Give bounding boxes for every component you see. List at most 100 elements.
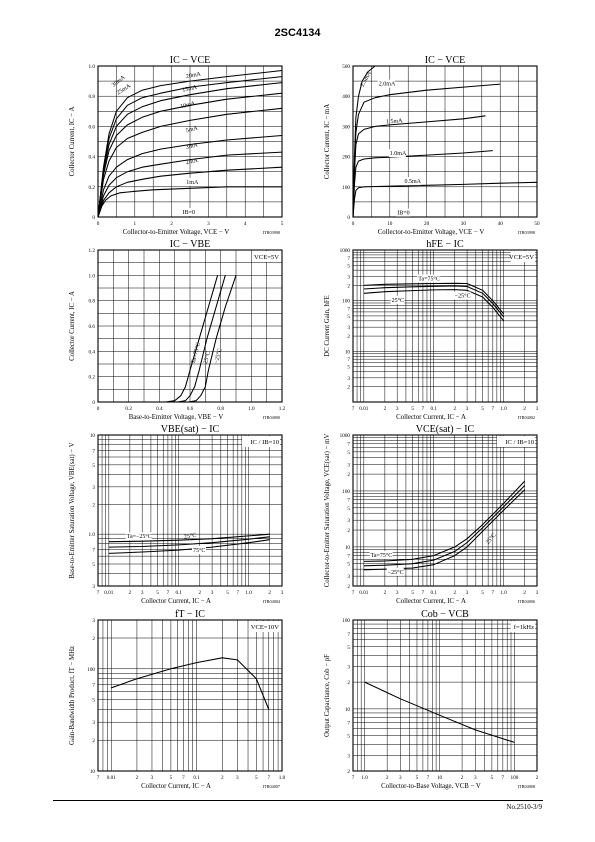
figure-code: ITR04004 [263,599,281,604]
y-tick-label: 3 [347,518,350,524]
x-tick-label: 2 [129,590,132,596]
chart-grid [98,250,282,402]
series-label: 20mA [186,71,202,80]
x-tick-label: 3 [151,775,154,781]
x-tick-label: 7 [352,590,355,596]
y-tick-label: 0.4 [89,155,96,161]
x-tick-label: 1.0 [279,775,286,781]
x-axis-label: Collector-to-Emitter Voltage, VCE − V [378,229,485,236]
y-tick-label: 2 [347,680,350,686]
series-line [177,275,226,403]
y-tick-label: 3 [347,376,350,382]
x-tick-label: 3 [466,590,469,596]
y-tick-label: 2 [347,584,350,590]
x-tick-label: 5 [416,775,419,781]
y-tick-label: 0 [92,400,95,406]
condition-label: IC / IB=10 [250,439,279,446]
x-tick-label: 0.01 [359,406,368,412]
x-tick-label: 2 [536,775,539,781]
y-tick-label: 200 [342,155,350,161]
series-line [363,282,505,315]
chart-title: VBE(sat) − IC [161,424,220,435]
series-line [352,115,486,218]
x-tick-label: 7 [502,775,505,781]
x-tick-label: 3 [207,221,210,227]
x-tick-label: 10 [437,775,443,781]
y-tick-label: 7 [347,442,350,448]
x-tick-label: 2 [268,590,271,596]
x-tick-label: 3 [399,775,402,781]
condition-label: IC / IB=10 [505,439,534,446]
x-tick-label: 5 [226,590,229,596]
x-tick-label: 3 [536,406,539,412]
condition-label-bg [255,251,280,262]
y-tick-label: 3 [92,485,95,491]
y-tick-label: 3 [347,462,350,468]
x-tick-label: 7 [237,590,240,596]
series-label: −25°C [455,293,471,300]
figure-code: ITR04000 [263,415,280,420]
series-label: 25°C [183,532,196,541]
x-tick-label: 5 [255,775,258,781]
y-tick-label: 0.6 [89,324,96,330]
y-tick-label: 5 [92,463,95,469]
series-label-bg [125,532,152,541]
y-axis-label: Gain-Bandwidth Product, fT − MHz [69,646,76,745]
x-tick-label: 40 [498,221,504,227]
figure-code: ITR04006 [518,599,535,604]
footer-rule [53,800,543,801]
y-tick-label: 0.4 [89,349,96,355]
x-tick-label: 2 [221,775,224,781]
x-tick-label: 7 [422,590,425,596]
x-tick-label: 7 [182,775,185,781]
series-line [352,83,501,218]
y-axis-label: Collector Current, IC − mA [324,104,331,179]
series-line [97,186,282,218]
x-tick-label: 1.0 [500,406,507,412]
series-label-bg [396,208,411,217]
x-tick-label: 7 [352,406,355,412]
series-line [165,275,219,403]
x-tick-label: 0 [97,406,100,412]
series-label: Ta=−25°C [127,533,152,540]
x-axis-label: Collector-to-Base Voltage, VCB − V [381,783,481,790]
x-tick-label: 2 [523,590,526,596]
y-tick-label: 0.2 [89,185,96,191]
chart-3: 0 0.2 0.4 0.6 0.8 1.0 1.2 0 0.2 0.4 0.6 0.8 1.0 1.2 IC… [69,239,286,421]
y-tick-label: 10 [90,769,96,775]
series-label: 3mA [185,142,199,151]
x-tick-label: 3 [466,406,469,412]
page-number: No.2510-3/9 [506,803,542,811]
series-label-bg [369,550,393,559]
x-tick-label: 7 [492,590,495,596]
series-line [363,480,526,562]
y-tick-label: 5 [347,314,350,320]
y-tick-label: 10 [345,707,351,713]
x-tick-label: 5 [156,590,159,596]
chart-4: 7 0.01 2 3 5 7 0.1 2 3 5 7 1.0 2 32357102357100235710… [324,239,539,421]
x-tick-label: 7 [97,590,100,596]
series-label: 1mA [186,180,199,186]
chart-title: Cob − VCB [421,609,469,620]
condition-label: VCE=10V [251,624,279,631]
series-label: 25°C [484,532,497,546]
chart-8: 7 1.0 2 3 5 7 10 2 3 5 7 100 2 2 3 5 7 10 2 3 5 7 100 Cob − VCB… [324,609,539,790]
chart-grid [353,620,537,771]
y-tick-label: 2 [92,502,95,508]
x-axis-label: Collector Current, IC − A [141,783,211,790]
chart-title: VCE(sat) − IC [416,424,475,435]
y-tick-label: 1.0 [89,273,96,279]
x-tick-label: 20 [424,221,430,227]
x-tick-label: 5 [281,221,284,227]
y-tick-label: 3 [347,753,350,759]
x-tick-label: 5 [411,406,414,412]
y-tick-label: 10 [345,349,351,355]
x-tick-label: 2 [523,406,526,412]
y-tick-label: 5 [347,562,350,568]
y-tick-label: 0 [92,215,95,221]
y-tick-label: 7 [92,683,95,689]
series-line [97,76,283,218]
x-tick-label: 0.2 [125,406,132,412]
condition-label: VCE=5V [509,254,534,261]
